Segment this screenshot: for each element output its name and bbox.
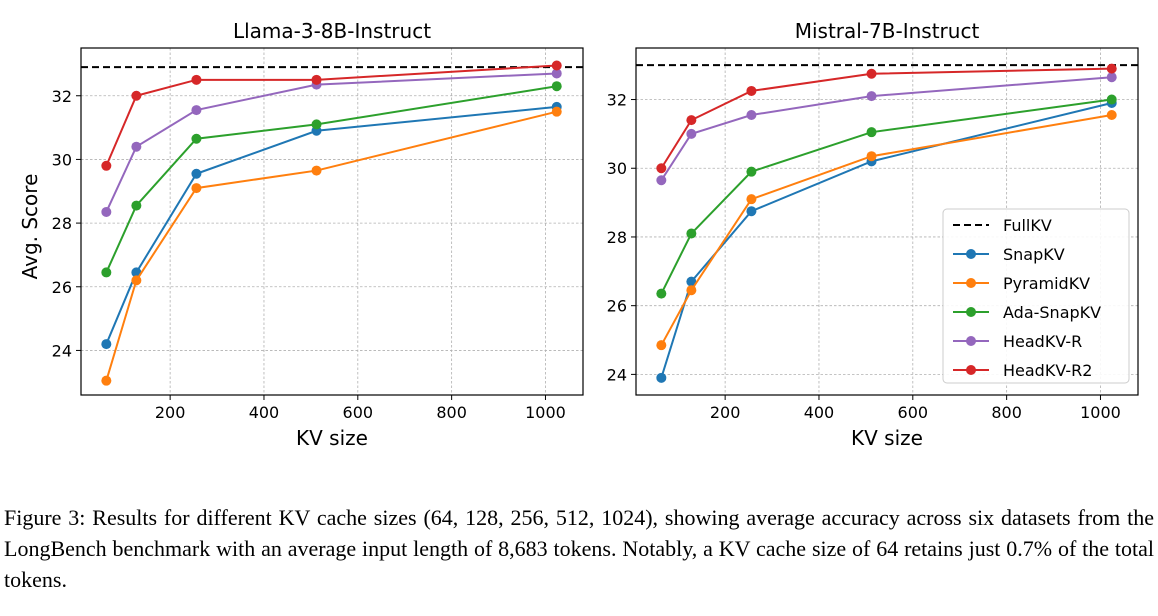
x-axis-label: KV size [851,426,923,450]
x-tick-label: 200 [710,403,741,422]
data-point-headkv-r2 [686,115,697,126]
data-point-snapkv [191,168,202,179]
series-line-headkv-r2 [105,64,557,167]
data-point-headkv-r [1106,72,1117,83]
x-tick-label: 200 [155,403,186,422]
figure-caption: Figure 3: Results for different KV cache… [4,505,1154,592]
data-point-headkv-r2 [656,163,667,174]
x-tick-label: 1000 [525,403,566,422]
legend-label: FullKV [1003,216,1052,235]
x-tick-label: 400 [804,403,835,422]
legend-swatch-marker [966,307,976,317]
data-point-headkv-r2 [551,60,562,71]
legend-label: Ada-SnapKV [1003,303,1101,322]
data-point-pyramidkv [656,340,667,351]
legend-box [942,208,1130,384]
x-tick-label: 600 [898,403,929,422]
data-point-pyramidkv [551,106,562,117]
data-point-ada-snapkv [131,200,142,211]
data-point-snapkv [656,372,667,383]
series-line-snapkv [105,105,557,345]
y-tick-label: 32 [607,91,627,110]
x-axis-label: KV size [296,426,368,450]
legend-swatch-marker [966,278,976,288]
y-tick-label: 28 [52,214,72,233]
y-tick-label: 26 [607,297,627,316]
y-tick-label: 30 [607,159,627,178]
x-tick-label: 1000 [1080,403,1121,422]
data-point-pyramidkv [686,285,697,296]
data-point-pyramidkv [311,165,322,176]
mistral-chart-panel: 200 400 600 800 1000 24 26 28 30 32 Mistral-7B-Ins… [607,19,1139,450]
data-point-pyramidkv [1106,109,1117,120]
data-point-pyramidkv [191,183,202,194]
legend-swatch-marker [966,365,976,375]
data-point-ada-snapkv [101,267,112,278]
y-axis-label: Avg. Score [18,174,42,280]
legend-label: PyramidKV [1003,274,1090,293]
plot-frame [635,47,1139,396]
data-point-headkv-r [656,175,667,186]
legend-swatch-marker [966,336,976,346]
data-point-headkv-r [866,91,877,102]
data-point-headkv-r [686,128,697,139]
series-line-headkv-r [660,76,1112,181]
data-point-headkv-r2 [746,85,757,96]
data-point-headkv-r2 [1106,63,1117,74]
data-point-ada-snapkv [311,119,322,130]
y-tick-label: 30 [52,150,72,169]
data-point-headkv-r [131,141,142,152]
data-point-snapkv [746,206,757,217]
data-point-ada-snapkv [656,288,667,299]
plot-frame [80,47,584,396]
data-point-headkv-r [191,105,202,116]
y-tick-label: 24 [607,365,627,384]
data-point-headkv-r2 [131,90,142,101]
series-line-headkv-r [105,72,557,213]
y-tick-label: 26 [52,278,72,297]
x-tick-label: 800 [436,403,467,422]
llama-chart-panel: 200 400 600 800 1000 24 26 28 30 32 Llama-3-8B-Ins… [18,19,584,450]
data-point-ada-snapkv [191,133,202,144]
data-point-ada-snapkv [551,81,562,92]
data-point-pyramidkv [131,275,142,286]
data-point-headkv-r2 [101,160,112,171]
data-point-headkv-r2 [866,68,877,79]
data-point-ada-snapkv [686,228,697,239]
data-point-ada-snapkv [866,127,877,138]
y-tick-label: 32 [52,87,72,106]
data-point-headkv-r2 [191,74,202,85]
y-tick-label: 28 [607,228,627,247]
legend-swatch-marker [966,249,976,259]
data-point-snapkv [101,339,112,350]
series-line-pyramidkv [105,110,557,381]
legend-label: SnapKV [1003,245,1065,264]
data-point-pyramidkv [866,151,877,162]
data-point-headkv-r [551,68,562,79]
figure-chart-area: 200 400 600 800 1000 24 26 28 30 32 Llama-3-8B-Ins… [18,19,1139,450]
chart-title: Llama-3-8B-Instruct [233,19,431,43]
x-tick-label: 600 [343,403,374,422]
data-point-headkv-r [101,206,112,217]
legend-label: HeadKV-R2 [1003,361,1092,380]
data-point-snapkv [686,276,697,287]
data-point-headkv-r [746,109,757,120]
data-point-headkv-r2 [311,74,322,85]
legend-label: HeadKV-R [1003,332,1082,351]
x-tick-label: 800 [991,403,1022,422]
x-tick-label: 400 [249,403,280,422]
chart-title: Mistral-7B-Instruct [795,19,980,43]
data-point-pyramidkv [101,375,112,386]
data-point-ada-snapkv [1106,94,1117,105]
y-tick-label: 24 [52,341,72,360]
data-point-ada-snapkv [746,166,757,177]
data-point-pyramidkv [746,194,757,205]
